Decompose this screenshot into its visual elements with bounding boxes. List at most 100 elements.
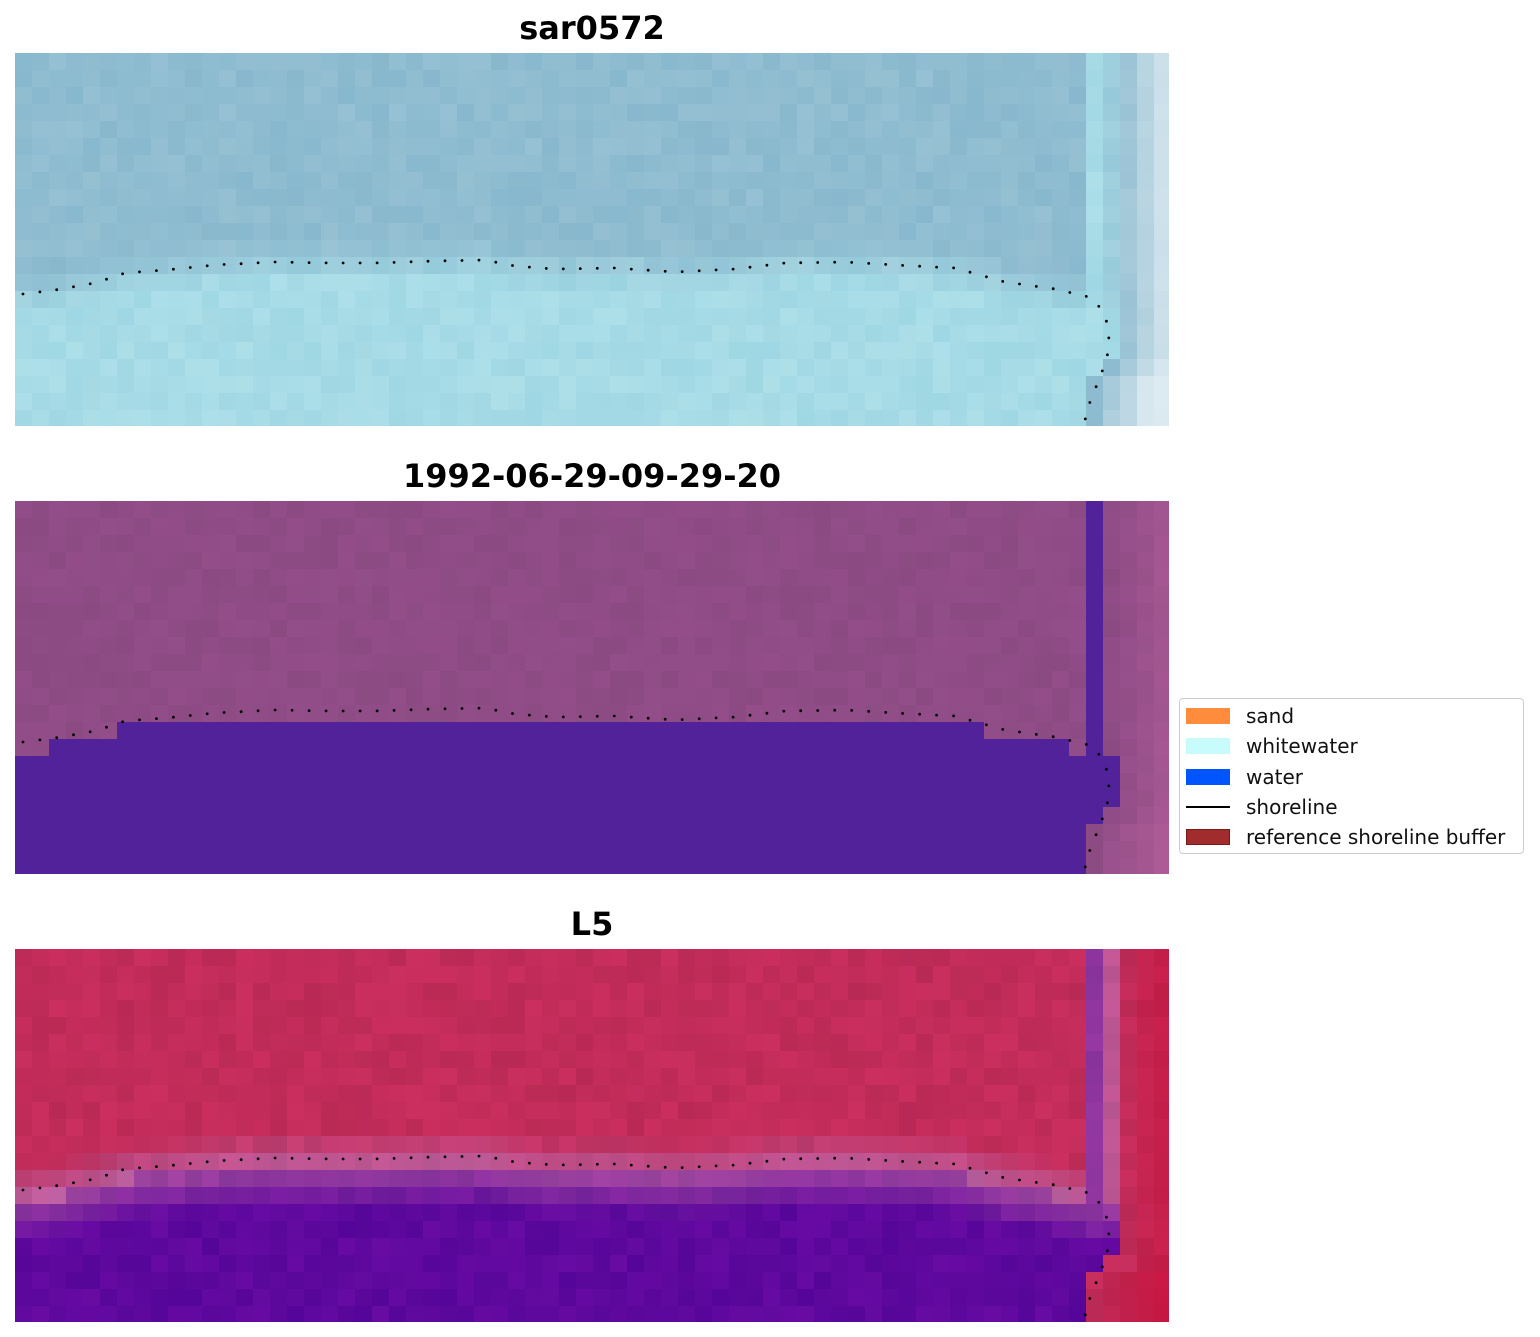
class-pixel xyxy=(372,807,389,824)
class-pixel xyxy=(49,688,66,705)
image-pixel xyxy=(542,240,559,257)
class-pixel xyxy=(1052,858,1069,874)
index-pixel xyxy=(729,1170,746,1187)
image-pixel xyxy=(1154,240,1169,257)
index-pixel xyxy=(304,1034,321,1051)
image-pixel xyxy=(610,393,627,410)
index-pixel xyxy=(321,1170,338,1187)
image-pixel xyxy=(1001,206,1018,223)
index-pixel xyxy=(610,1102,627,1119)
index-pixel xyxy=(457,1102,474,1119)
class-pixel xyxy=(1103,637,1120,654)
class-pixel xyxy=(321,620,338,637)
index-pixel xyxy=(678,1238,695,1255)
image-pixel xyxy=(1069,359,1086,376)
index-pixel xyxy=(321,1153,338,1170)
image-pixel xyxy=(49,393,66,410)
class-pixel xyxy=(899,756,916,773)
class-pixel xyxy=(1137,705,1154,722)
class-pixel xyxy=(576,620,593,637)
index-pixel xyxy=(695,1289,712,1306)
image-pixel xyxy=(627,240,644,257)
class-pixel xyxy=(389,858,406,874)
index-pixel xyxy=(831,1306,848,1322)
index-pixel xyxy=(1069,1068,1086,1085)
class-pixel xyxy=(899,688,916,705)
class-pixel xyxy=(389,790,406,807)
index-pixel xyxy=(797,1034,814,1051)
index-pixel xyxy=(1001,983,1018,1000)
index-pixel xyxy=(66,1170,83,1187)
index-pixel xyxy=(1103,1170,1120,1187)
index-pixel xyxy=(780,1221,797,1238)
image-pixel xyxy=(695,410,712,426)
image-pixel xyxy=(933,104,950,121)
shoreline-point xyxy=(884,711,888,714)
class-pixel xyxy=(32,824,49,841)
image-pixel xyxy=(100,189,117,206)
class-pixel xyxy=(967,773,984,790)
index-pixel xyxy=(253,1187,270,1204)
image-pixel xyxy=(15,53,32,70)
class-pixel xyxy=(270,671,287,688)
image-pixel xyxy=(423,104,440,121)
image-pixel xyxy=(100,393,117,410)
class-pixel xyxy=(202,518,219,535)
image-pixel xyxy=(389,393,406,410)
image-pixel xyxy=(389,189,406,206)
index-pixel xyxy=(865,1119,882,1136)
class-pixel xyxy=(644,671,661,688)
index-pixel xyxy=(491,1136,508,1153)
class-pixel xyxy=(967,841,984,858)
index-pixel xyxy=(219,1051,236,1068)
index-pixel xyxy=(1035,949,1052,966)
class-pixel xyxy=(457,807,474,824)
class-pixel xyxy=(372,790,389,807)
image-pixel xyxy=(389,376,406,393)
index-pixel xyxy=(763,1085,780,1102)
index-pixel xyxy=(712,1153,729,1170)
class-pixel xyxy=(202,552,219,569)
index-pixel xyxy=(627,949,644,966)
image-pixel xyxy=(1154,87,1169,104)
image-pixel xyxy=(100,240,117,257)
image-pixel xyxy=(593,342,610,359)
index-pixel xyxy=(32,1000,49,1017)
image-pixel xyxy=(304,240,321,257)
index-pixel xyxy=(491,1000,508,1017)
image-pixel xyxy=(457,342,474,359)
class-pixel xyxy=(1018,739,1035,756)
image-pixel xyxy=(440,70,457,87)
index-pixel xyxy=(1120,1306,1137,1322)
index-pixel xyxy=(49,1119,66,1136)
class-pixel xyxy=(1018,654,1035,671)
index-pixel xyxy=(372,1289,389,1306)
index-pixel xyxy=(695,1000,712,1017)
class-pixel xyxy=(610,637,627,654)
index-pixel xyxy=(593,949,610,966)
index-pixel xyxy=(933,949,950,966)
class-pixel xyxy=(1018,824,1035,841)
class-pixel xyxy=(678,739,695,756)
class-pixel xyxy=(865,654,882,671)
image-pixel xyxy=(491,223,508,240)
image-pixel xyxy=(950,359,967,376)
index-pixel xyxy=(1154,1170,1169,1187)
image-pixel xyxy=(967,104,984,121)
index-pixel xyxy=(848,1238,865,1255)
image-pixel xyxy=(32,172,49,189)
index-pixel xyxy=(253,949,270,966)
image-pixel xyxy=(729,87,746,104)
index-pixel xyxy=(219,1272,236,1289)
index-pixel xyxy=(1052,1085,1069,1102)
index-pixel xyxy=(423,1238,440,1255)
class-pixel xyxy=(627,705,644,722)
image-pixel xyxy=(219,376,236,393)
class-pixel xyxy=(15,739,32,756)
image-pixel xyxy=(491,325,508,342)
class-pixel xyxy=(1069,841,1086,858)
index-pixel xyxy=(882,1255,899,1272)
class-pixel xyxy=(916,705,933,722)
image-pixel xyxy=(1052,393,1069,410)
image-pixel xyxy=(423,155,440,172)
